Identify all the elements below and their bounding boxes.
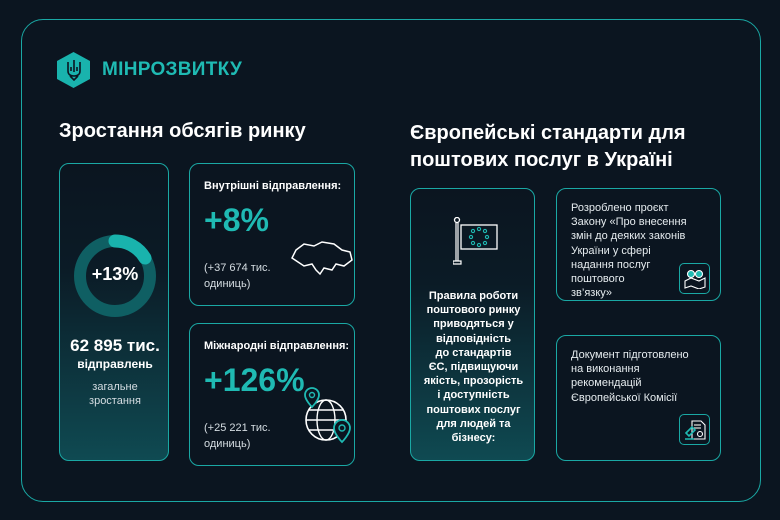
- total-growth-card: +13% 62 895 тис. відправлень загальне зр…: [59, 163, 169, 461]
- map-pins-icon: [679, 263, 710, 294]
- eu-standards-heading: Європейські стандарти для поштових послу…: [410, 122, 686, 171]
- international-shipments-card: Міжнародні відправлення: +126% (+25 221 …: [189, 323, 355, 466]
- total-shipments: 62 895 тис.: [70, 336, 160, 355]
- international-growth-value: +126%: [204, 362, 305, 398]
- eu-rules-text: Правила роботи поштового ринку приводять…: [423, 290, 524, 445]
- draft-law-card: Розроблено проєкт Закону «Про внесення з…: [556, 188, 721, 301]
- draft-law-text: Розроблено проєкт Закону «Про внесення з…: [571, 202, 687, 300]
- ukraine-map-icon: [291, 241, 353, 276]
- eu-rules-card: Правила роботи поштового ринку приводять…: [410, 188, 535, 461]
- ministry-logo: МІНРОЗВИТКУ: [57, 52, 242, 88]
- gavel-document-icon: [679, 414, 710, 445]
- domestic-shipments-card: Внутрішні відправлення: +8% (+37 674 тис…: [189, 163, 355, 306]
- domestic-growth-value: +8%: [204, 202, 269, 238]
- eu-flag-icon: [453, 217, 498, 265]
- growth-donut-chart: [74, 234, 156, 317]
- total-description: загальне зростання: [89, 381, 141, 407]
- content-frame: [21, 19, 761, 502]
- brand-name: МІНРОЗВИТКУ: [102, 59, 243, 80]
- growth-percent: +13%: [91, 264, 139, 284]
- european-commission-card: Документ підготовлено на виконання реком…: [556, 335, 721, 461]
- trident-icon: [57, 52, 90, 88]
- total-unit: відправлень: [77, 357, 153, 371]
- market-growth-heading: Зростання обсягів ринку: [59, 120, 306, 142]
- globe-pins-icon: [304, 387, 351, 444]
- commission-text: Документ підготовлено на виконання реком…: [571, 349, 689, 404]
